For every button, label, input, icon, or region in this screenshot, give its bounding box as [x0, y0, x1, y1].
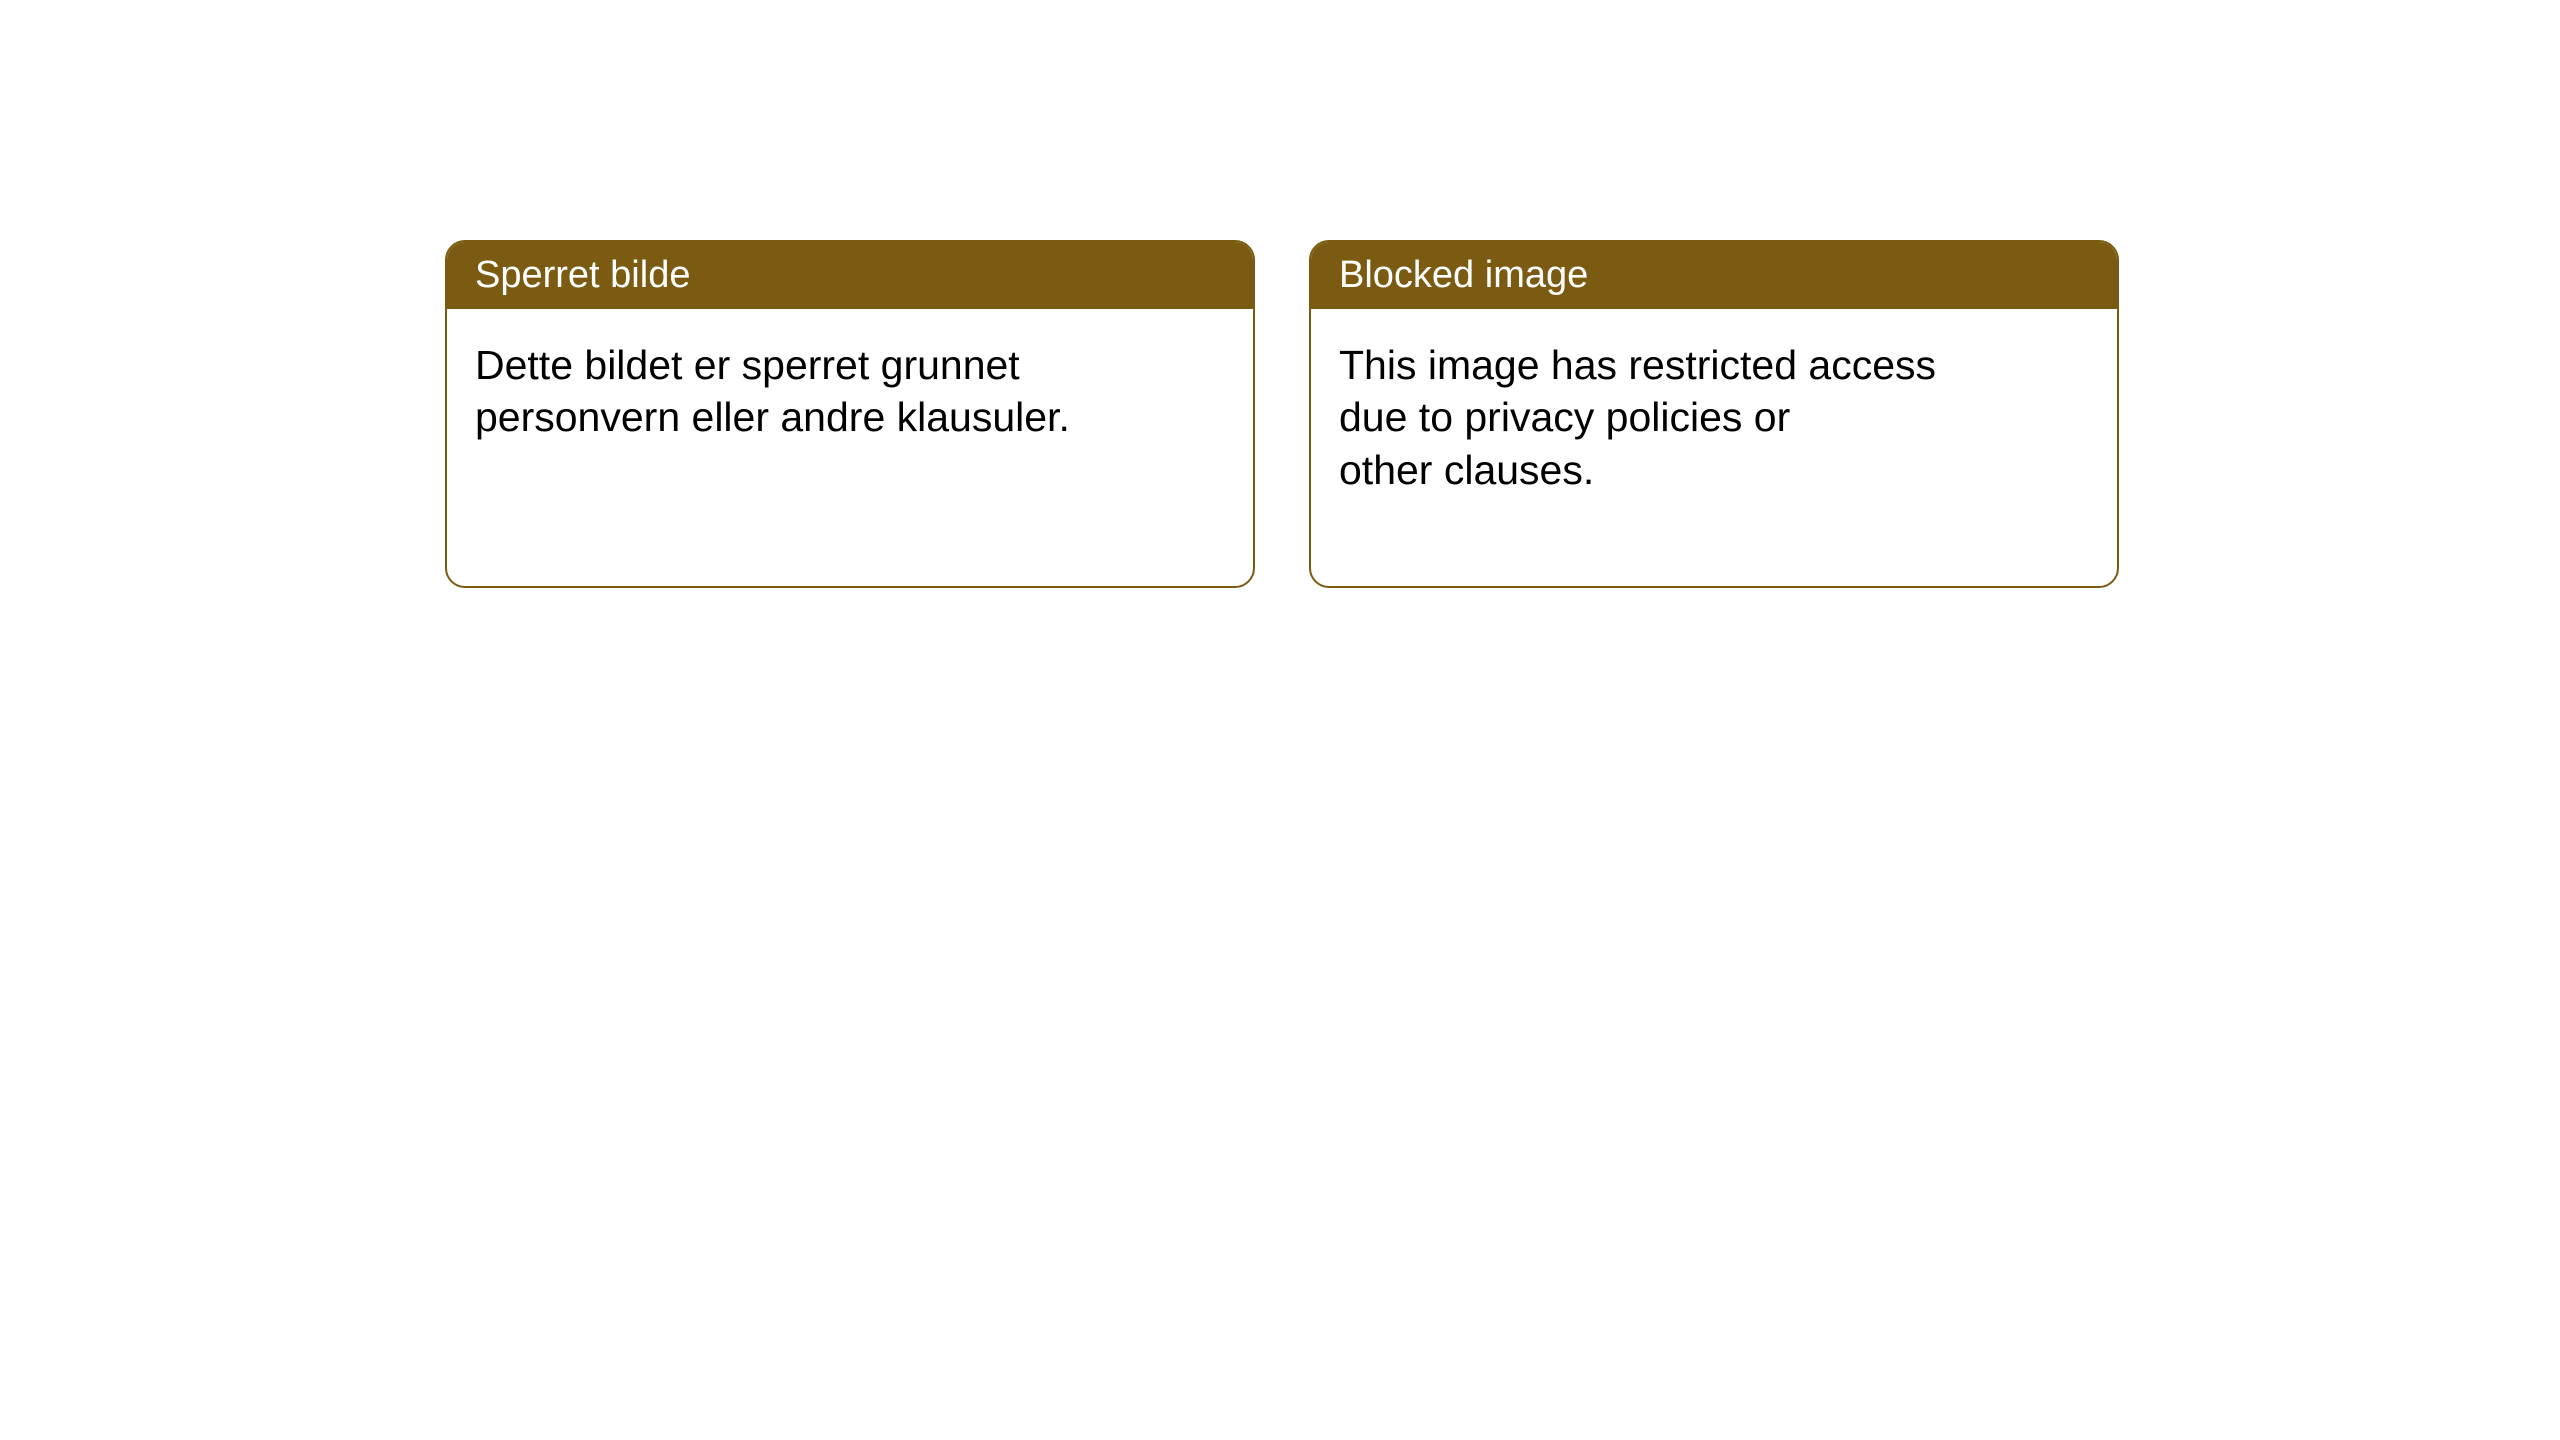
notice-card-norwegian: Sperret bilde Dette bildet er sperret gr… — [445, 240, 1255, 588]
notice-card-english: Blocked image This image has restricted … — [1309, 240, 2119, 588]
notice-body-english: This image has restricted access due to … — [1311, 309, 1991, 586]
notice-title-norwegian: Sperret bilde — [447, 242, 1253, 309]
notice-body-norwegian: Dette bildet er sperret grunnet personve… — [447, 309, 1127, 534]
notice-title-english: Blocked image — [1311, 242, 2117, 309]
notice-container: Sperret bilde Dette bildet er sperret gr… — [0, 0, 2560, 588]
